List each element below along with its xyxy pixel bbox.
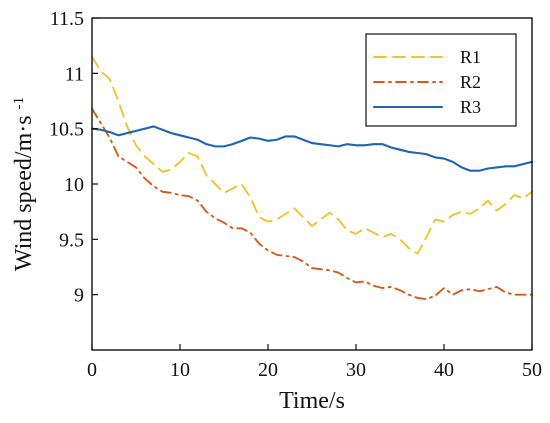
x-tick-label: 40 (434, 359, 454, 381)
y-axis-title-superscript: -1 (11, 97, 27, 110)
x-tick-label: 30 (346, 359, 366, 381)
x-tick-label: 10 (170, 359, 190, 381)
series-line-r3 (90, 125, 534, 172)
labels-layer: 0 10 20 30 40 50 9 9.5 10 10.5 11 11.5 (49, 8, 542, 381)
y-tick-label: 10.5 (49, 119, 84, 141)
axes-layer (91, 17, 533, 351)
y-tick-label: 9.5 (59, 229, 84, 251)
legend-label-r3: R3 (460, 97, 481, 117)
series-line-r1 (91, 55, 533, 255)
y-tick-label: 11 (65, 63, 84, 85)
x-axis-title: Time/s (279, 388, 345, 414)
y-tick-label: 10 (64, 174, 84, 196)
x-tick-label: 20 (258, 359, 278, 381)
legend-box (365, 33, 517, 127)
legend-label-r2: R2 (460, 72, 481, 92)
y-tick-label: 11.5 (50, 8, 84, 30)
x-tick-label: 50 (522, 359, 542, 381)
y-tick-label: 9 (74, 285, 84, 307)
legend: R1 R2 R3 (365, 33, 517, 127)
x-tick-label: 0 (87, 359, 97, 381)
series-layer (90, 55, 534, 301)
series-line-r2 (91, 107, 533, 301)
y-axis-title: Wind speed/m·s -1 (11, 97, 37, 271)
y-axis-title-main: Wind speed/m·s (11, 115, 37, 271)
legend-label-r1: R1 (460, 47, 481, 67)
